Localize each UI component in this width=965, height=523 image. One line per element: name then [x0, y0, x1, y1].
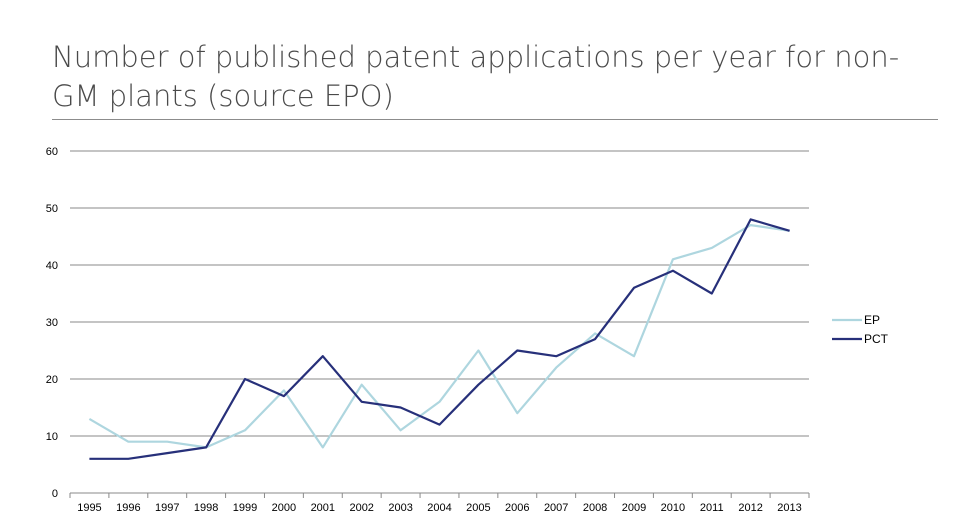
- title-divider: [52, 119, 938, 120]
- x-tick-label: 1996: [116, 502, 140, 514]
- x-tick-label: 2001: [311, 502, 335, 514]
- series-line-pct: [89, 218, 790, 460]
- series-line-ep: [88, 224, 790, 449]
- x-tick-label: 2000: [272, 502, 296, 514]
- y-tick-label: 30: [46, 317, 58, 329]
- legend-label-pct: PCT: [864, 332, 889, 346]
- x-tick-label: 2006: [505, 502, 529, 514]
- legend-label-ep: EP: [864, 313, 880, 327]
- y-tick-label: 0: [52, 488, 58, 500]
- x-tick-label: 2004: [427, 502, 451, 514]
- x-tick-label: 1995: [77, 502, 101, 514]
- x-tick-label: 1997: [155, 502, 179, 514]
- x-tick-label: 2002: [349, 502, 373, 514]
- series-lines: [88, 218, 790, 460]
- x-tick-label: 2005: [466, 502, 490, 514]
- x-tick-label: 2007: [544, 502, 568, 514]
- x-tick-label: 1999: [233, 502, 257, 514]
- x-tick-label: 2003: [388, 502, 412, 514]
- y-tick-label: 10: [46, 431, 58, 443]
- x-tick-label: 1998: [194, 502, 218, 514]
- y-tick-label: 60: [46, 146, 58, 158]
- y-tick-labels: 0 10 20 30 40 50 60: [46, 146, 58, 500]
- y-tick-label: 20: [46, 374, 58, 386]
- gridlines: [70, 150, 809, 437]
- x-tick-label: 2009: [622, 502, 646, 514]
- slide-title: Number of published patent applications …: [52, 40, 900, 113]
- axes: [69, 492, 810, 498]
- y-tick-label: 40: [46, 260, 58, 272]
- x-tick-label: 2012: [738, 502, 762, 514]
- x-tick-label: 2010: [661, 502, 685, 514]
- x-tick-label: 2011: [700, 502, 724, 514]
- x-tick-labels: 1995 1996 1997 1998 1999 2000 2001 2002 2003 2004…: [77, 502, 802, 514]
- legend: EP PCT: [832, 313, 889, 346]
- x-tick-label: 2008: [583, 502, 607, 514]
- y-tick-label: 50: [46, 203, 58, 215]
- x-tick-label: 2013: [777, 502, 801, 514]
